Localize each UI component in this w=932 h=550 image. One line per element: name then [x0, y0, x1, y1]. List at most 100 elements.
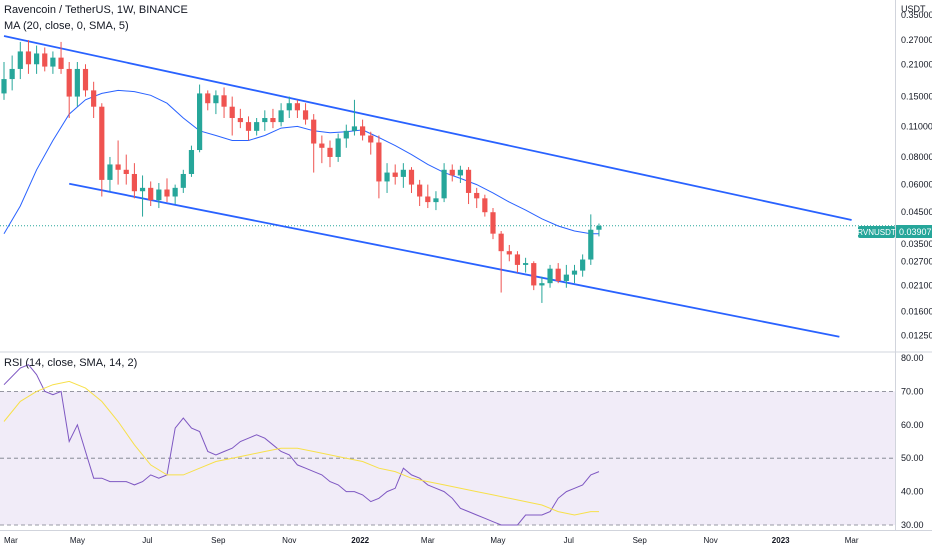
candle-body	[482, 198, 488, 213]
candle	[91, 81, 97, 119]
time-tick-label: Mar	[4, 536, 18, 545]
candle-body	[465, 169, 472, 193]
indicator-legend: MA (20, close, 0, SMA, 5)	[4, 20, 129, 32]
candle	[237, 108, 243, 129]
candle-body	[417, 184, 423, 197]
rsi-legend: RSI (14, close, SMA, 14, 2)	[4, 357, 137, 369]
candle-body	[506, 251, 512, 255]
candle-body	[311, 119, 317, 144]
time-tick-label: 2023	[772, 536, 790, 545]
candle	[327, 140, 333, 168]
ma-line	[3, 89, 599, 235]
candle-body	[91, 90, 97, 107]
candle	[99, 103, 105, 197]
candle-body	[514, 254, 521, 265]
candle	[66, 62, 72, 119]
trendlines[interactable]	[3, 35, 852, 338]
candle-body	[17, 51, 23, 69]
time-tick-label: Jul	[142, 536, 152, 545]
candle	[131, 163, 137, 199]
candle-body	[213, 95, 219, 104]
time-tick-label: Sep	[633, 536, 648, 545]
candle	[74, 62, 80, 107]
rsi-tick-label: 80.00	[901, 353, 924, 363]
time-axis[interactable]: Mar May Jul Sep Nov 2022 Mar May Jul Sep Nov 2023 Ma…	[4, 536, 859, 545]
rsi-tick-label: 60.00	[901, 420, 924, 430]
candle-body	[588, 229, 594, 260]
candle	[58, 41, 64, 74]
rsi-tick-label: 30.00	[901, 520, 924, 530]
price-badge: RVNUSDT 0.03907 0.03500	[857, 225, 932, 249]
time-tick-label: May	[70, 536, 85, 545]
candle-body	[99, 106, 105, 180]
symbol-badge-bg	[858, 226, 895, 238]
time-tick-label: Mar	[845, 536, 859, 545]
price-tick-label: 0.02700	[901, 256, 932, 266]
candle-body	[107, 164, 113, 180]
candle-body	[531, 263, 537, 286]
candle-body	[25, 51, 32, 65]
candle	[368, 131, 374, 155]
candle-body	[539, 283, 545, 286]
candle-body	[139, 187, 146, 192]
candle-body	[131, 173, 137, 192]
candle-body	[433, 198, 439, 203]
candle	[180, 169, 186, 193]
candle	[188, 145, 195, 177]
candle-body	[164, 189, 170, 197]
candle-body	[368, 135, 374, 143]
candle	[148, 181, 154, 207]
price-tick-label: 0.06000	[901, 180, 932, 190]
candle-body	[555, 268, 561, 281]
candle-body	[115, 164, 121, 170]
candle	[311, 114, 317, 173]
rsi-lines	[3, 364, 600, 526]
price-tick-label: 0.01600	[901, 307, 932, 317]
candle-body	[270, 118, 276, 123]
rsi-line	[3, 364, 600, 526]
candle-body	[425, 196, 431, 203]
candle	[588, 214, 594, 265]
time-tick-label: May	[490, 536, 505, 545]
candle	[506, 244, 512, 262]
rsi-axis[interactable]: 80.00 70.00 60.00 50.00 40.00 30.00	[901, 353, 924, 530]
candle-body	[523, 263, 529, 265]
candle-body	[205, 93, 211, 104]
currency-label: USDT	[901, 4, 926, 14]
candle-body	[254, 122, 260, 131]
rsi-tick-label: 40.00	[901, 487, 924, 497]
candle	[400, 163, 406, 188]
trendline-lower	[69, 182, 840, 338]
candle-body	[180, 173, 186, 188]
time-tick-label: Nov	[282, 536, 296, 545]
candle	[392, 164, 398, 185]
candle-body	[384, 172, 390, 182]
candle	[425, 184, 431, 209]
price-tick-label: 0.11000	[901, 121, 932, 131]
candle-body	[229, 106, 235, 119]
candle	[523, 257, 529, 273]
candle	[465, 167, 472, 205]
candle-body	[302, 110, 309, 120]
candle-body	[498, 233, 504, 252]
price-tick-label: 0.35000	[901, 10, 932, 20]
candle-body	[34, 53, 40, 65]
candle	[245, 116, 252, 141]
value-badge-bg	[896, 225, 932, 238]
time-tick-label: Nov	[703, 536, 717, 545]
candle-body	[360, 126, 366, 136]
price-tick-label: 0.04500	[901, 207, 932, 217]
price-tick-label: 0.02100	[901, 280, 932, 290]
price-axis[interactable]: 0.35000 0.27000 0.21000 0.15000 0.11000 0.080…	[901, 10, 932, 340]
candles	[1, 40, 602, 303]
time-tick-label: Jul	[564, 536, 574, 545]
candle	[384, 163, 390, 193]
candle	[408, 167, 415, 193]
candle	[115, 140, 121, 185]
candle-body	[74, 68, 80, 97]
candle	[25, 40, 32, 74]
candle	[254, 118, 260, 136]
candle	[156, 183, 162, 209]
symbol-badge-label: RVNUSDT	[857, 228, 896, 237]
